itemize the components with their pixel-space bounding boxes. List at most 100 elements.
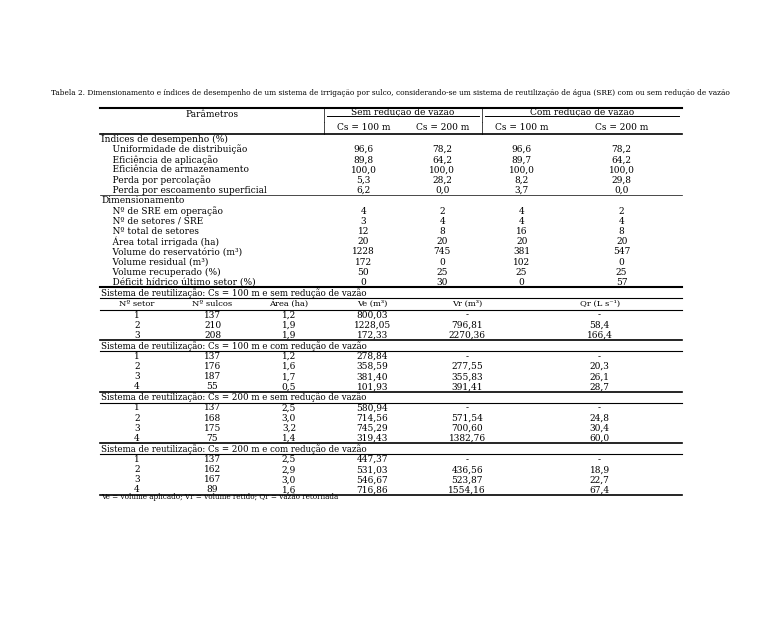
Text: 0,0: 0,0 xyxy=(615,186,628,195)
Text: Sistema de reutilização: Cs = 100 m e com redução de vazão: Sistema de reutilização: Cs = 100 m e co… xyxy=(102,341,367,351)
Text: 137: 137 xyxy=(204,311,221,320)
Text: 30,4: 30,4 xyxy=(590,424,609,433)
Text: 3: 3 xyxy=(134,424,140,433)
Text: 4: 4 xyxy=(134,383,140,392)
Text: 3: 3 xyxy=(134,475,140,484)
Text: 20: 20 xyxy=(357,238,369,247)
Text: 172,33: 172,33 xyxy=(357,331,388,340)
Text: 0,0: 0,0 xyxy=(435,186,449,195)
Text: 1554,16: 1554,16 xyxy=(449,485,486,494)
Text: Perda por percolação: Perda por percolação xyxy=(102,175,211,185)
Text: 1228,05: 1228,05 xyxy=(354,320,391,329)
Text: -: - xyxy=(598,403,601,413)
Text: 3,7: 3,7 xyxy=(515,186,529,195)
Text: 100,0: 100,0 xyxy=(430,166,455,175)
Text: 2: 2 xyxy=(134,465,140,474)
Text: 1: 1 xyxy=(134,403,140,413)
Text: Volume residual (m³): Volume residual (m³) xyxy=(102,257,209,266)
Text: 1: 1 xyxy=(134,455,140,464)
Text: 2,5: 2,5 xyxy=(282,455,296,464)
Text: 1,6: 1,6 xyxy=(282,362,296,371)
Text: 78,2: 78,2 xyxy=(612,145,631,154)
Text: 6,2: 6,2 xyxy=(356,186,370,195)
Text: 1,4: 1,4 xyxy=(282,434,296,443)
Text: 0: 0 xyxy=(361,278,367,287)
Text: 89,7: 89,7 xyxy=(512,155,532,164)
Text: 137: 137 xyxy=(204,352,221,361)
Text: Uniformidade de distribuição: Uniformidade de distribuição xyxy=(102,144,247,155)
Text: Nº total de setores: Nº total de setores xyxy=(102,227,200,236)
Text: 75: 75 xyxy=(206,434,219,443)
Text: 96,6: 96,6 xyxy=(354,145,373,154)
Text: 8,2: 8,2 xyxy=(515,175,529,184)
Text: 1,7: 1,7 xyxy=(282,372,296,381)
Text: 168: 168 xyxy=(204,413,221,422)
Text: 89: 89 xyxy=(206,485,219,494)
Text: 64,2: 64,2 xyxy=(432,155,452,164)
Text: 18,9: 18,9 xyxy=(590,465,609,474)
Text: Sistema de reutilização: Cs = 100 m e sem redução de vazão: Sistema de reutilização: Cs = 100 m e se… xyxy=(102,288,367,298)
Text: 277,55: 277,55 xyxy=(452,362,483,371)
Text: 57: 57 xyxy=(616,278,628,287)
Text: 716,86: 716,86 xyxy=(357,485,388,494)
Text: 2: 2 xyxy=(134,362,140,371)
Text: 4: 4 xyxy=(361,207,367,216)
Text: Sistema de reutilização: Cs = 200 m e sem redução de vazão: Sistema de reutilização: Cs = 200 m e se… xyxy=(102,392,367,403)
Text: 571,54: 571,54 xyxy=(452,413,483,422)
Text: 447,37: 447,37 xyxy=(357,455,388,464)
Text: 278,84: 278,84 xyxy=(357,352,388,361)
Text: 78,2: 78,2 xyxy=(432,145,452,154)
Text: 4: 4 xyxy=(134,434,140,443)
Text: 100,0: 100,0 xyxy=(609,166,635,175)
Text: Eficiência de aplicação: Eficiência de aplicação xyxy=(102,155,219,164)
Text: 391,41: 391,41 xyxy=(452,383,483,392)
Text: Volume do reservatório (m³): Volume do reservatório (m³) xyxy=(102,247,242,256)
Text: 137: 137 xyxy=(204,455,221,464)
Text: 1: 1 xyxy=(134,311,140,320)
Text: 162: 162 xyxy=(204,465,221,474)
Text: 1,2: 1,2 xyxy=(282,311,296,320)
Text: Cs = 200 m: Cs = 200 m xyxy=(415,123,469,132)
Text: 381: 381 xyxy=(513,247,531,256)
Text: Com redução de vazão: Com redução de vazão xyxy=(530,107,634,117)
Text: -: - xyxy=(598,352,601,361)
Text: 319,43: 319,43 xyxy=(357,434,388,443)
Text: Eficiência de armazenamento: Eficiência de armazenamento xyxy=(102,166,250,175)
Text: 1,2: 1,2 xyxy=(282,352,296,361)
Text: Volume recuperado (%): Volume recuperado (%) xyxy=(102,268,221,277)
Text: 50: 50 xyxy=(357,268,369,277)
Text: 89,8: 89,8 xyxy=(354,155,373,164)
Text: 436,56: 436,56 xyxy=(452,465,483,474)
Text: Cs = 100 m: Cs = 100 m xyxy=(337,123,390,132)
Text: -: - xyxy=(598,455,601,464)
Text: 3: 3 xyxy=(361,217,366,226)
Text: Área (ha): Área (ha) xyxy=(269,300,309,308)
Text: 24,8: 24,8 xyxy=(590,413,609,422)
Text: 100,0: 100,0 xyxy=(509,166,534,175)
Text: 4: 4 xyxy=(619,217,625,226)
Text: 0: 0 xyxy=(619,257,625,266)
Text: 3,0: 3,0 xyxy=(282,475,296,484)
Text: Déficit hídrico último setor (%): Déficit hídrico último setor (%) xyxy=(102,278,256,287)
Text: 523,87: 523,87 xyxy=(452,475,483,484)
Text: 8: 8 xyxy=(619,227,625,236)
Text: 800,03: 800,03 xyxy=(357,311,388,320)
Text: 167: 167 xyxy=(204,475,221,484)
Text: 3,2: 3,2 xyxy=(282,424,296,433)
Text: 358,59: 358,59 xyxy=(356,362,388,371)
Text: 1228: 1228 xyxy=(352,247,375,256)
Text: Nº de SRE em operação: Nº de SRE em operação xyxy=(102,207,223,216)
Text: 2270,36: 2270,36 xyxy=(449,331,486,340)
Text: 714,56: 714,56 xyxy=(356,413,388,422)
Text: 96,6: 96,6 xyxy=(512,145,532,154)
Text: 55: 55 xyxy=(206,383,219,392)
Text: 16: 16 xyxy=(516,227,528,236)
Text: 28,2: 28,2 xyxy=(433,175,452,184)
Text: 0: 0 xyxy=(518,278,524,287)
Text: 102: 102 xyxy=(513,257,531,266)
Text: 2: 2 xyxy=(134,320,140,329)
Text: -: - xyxy=(466,311,469,320)
Text: Tabela 2. Dimensionamento e índices de desempenho de um sistema de irrigação por: Tabela 2. Dimensionamento e índices de d… xyxy=(52,89,730,98)
Text: Sem redução de vazão: Sem redução de vazão xyxy=(351,107,455,117)
Text: 0: 0 xyxy=(439,257,445,266)
